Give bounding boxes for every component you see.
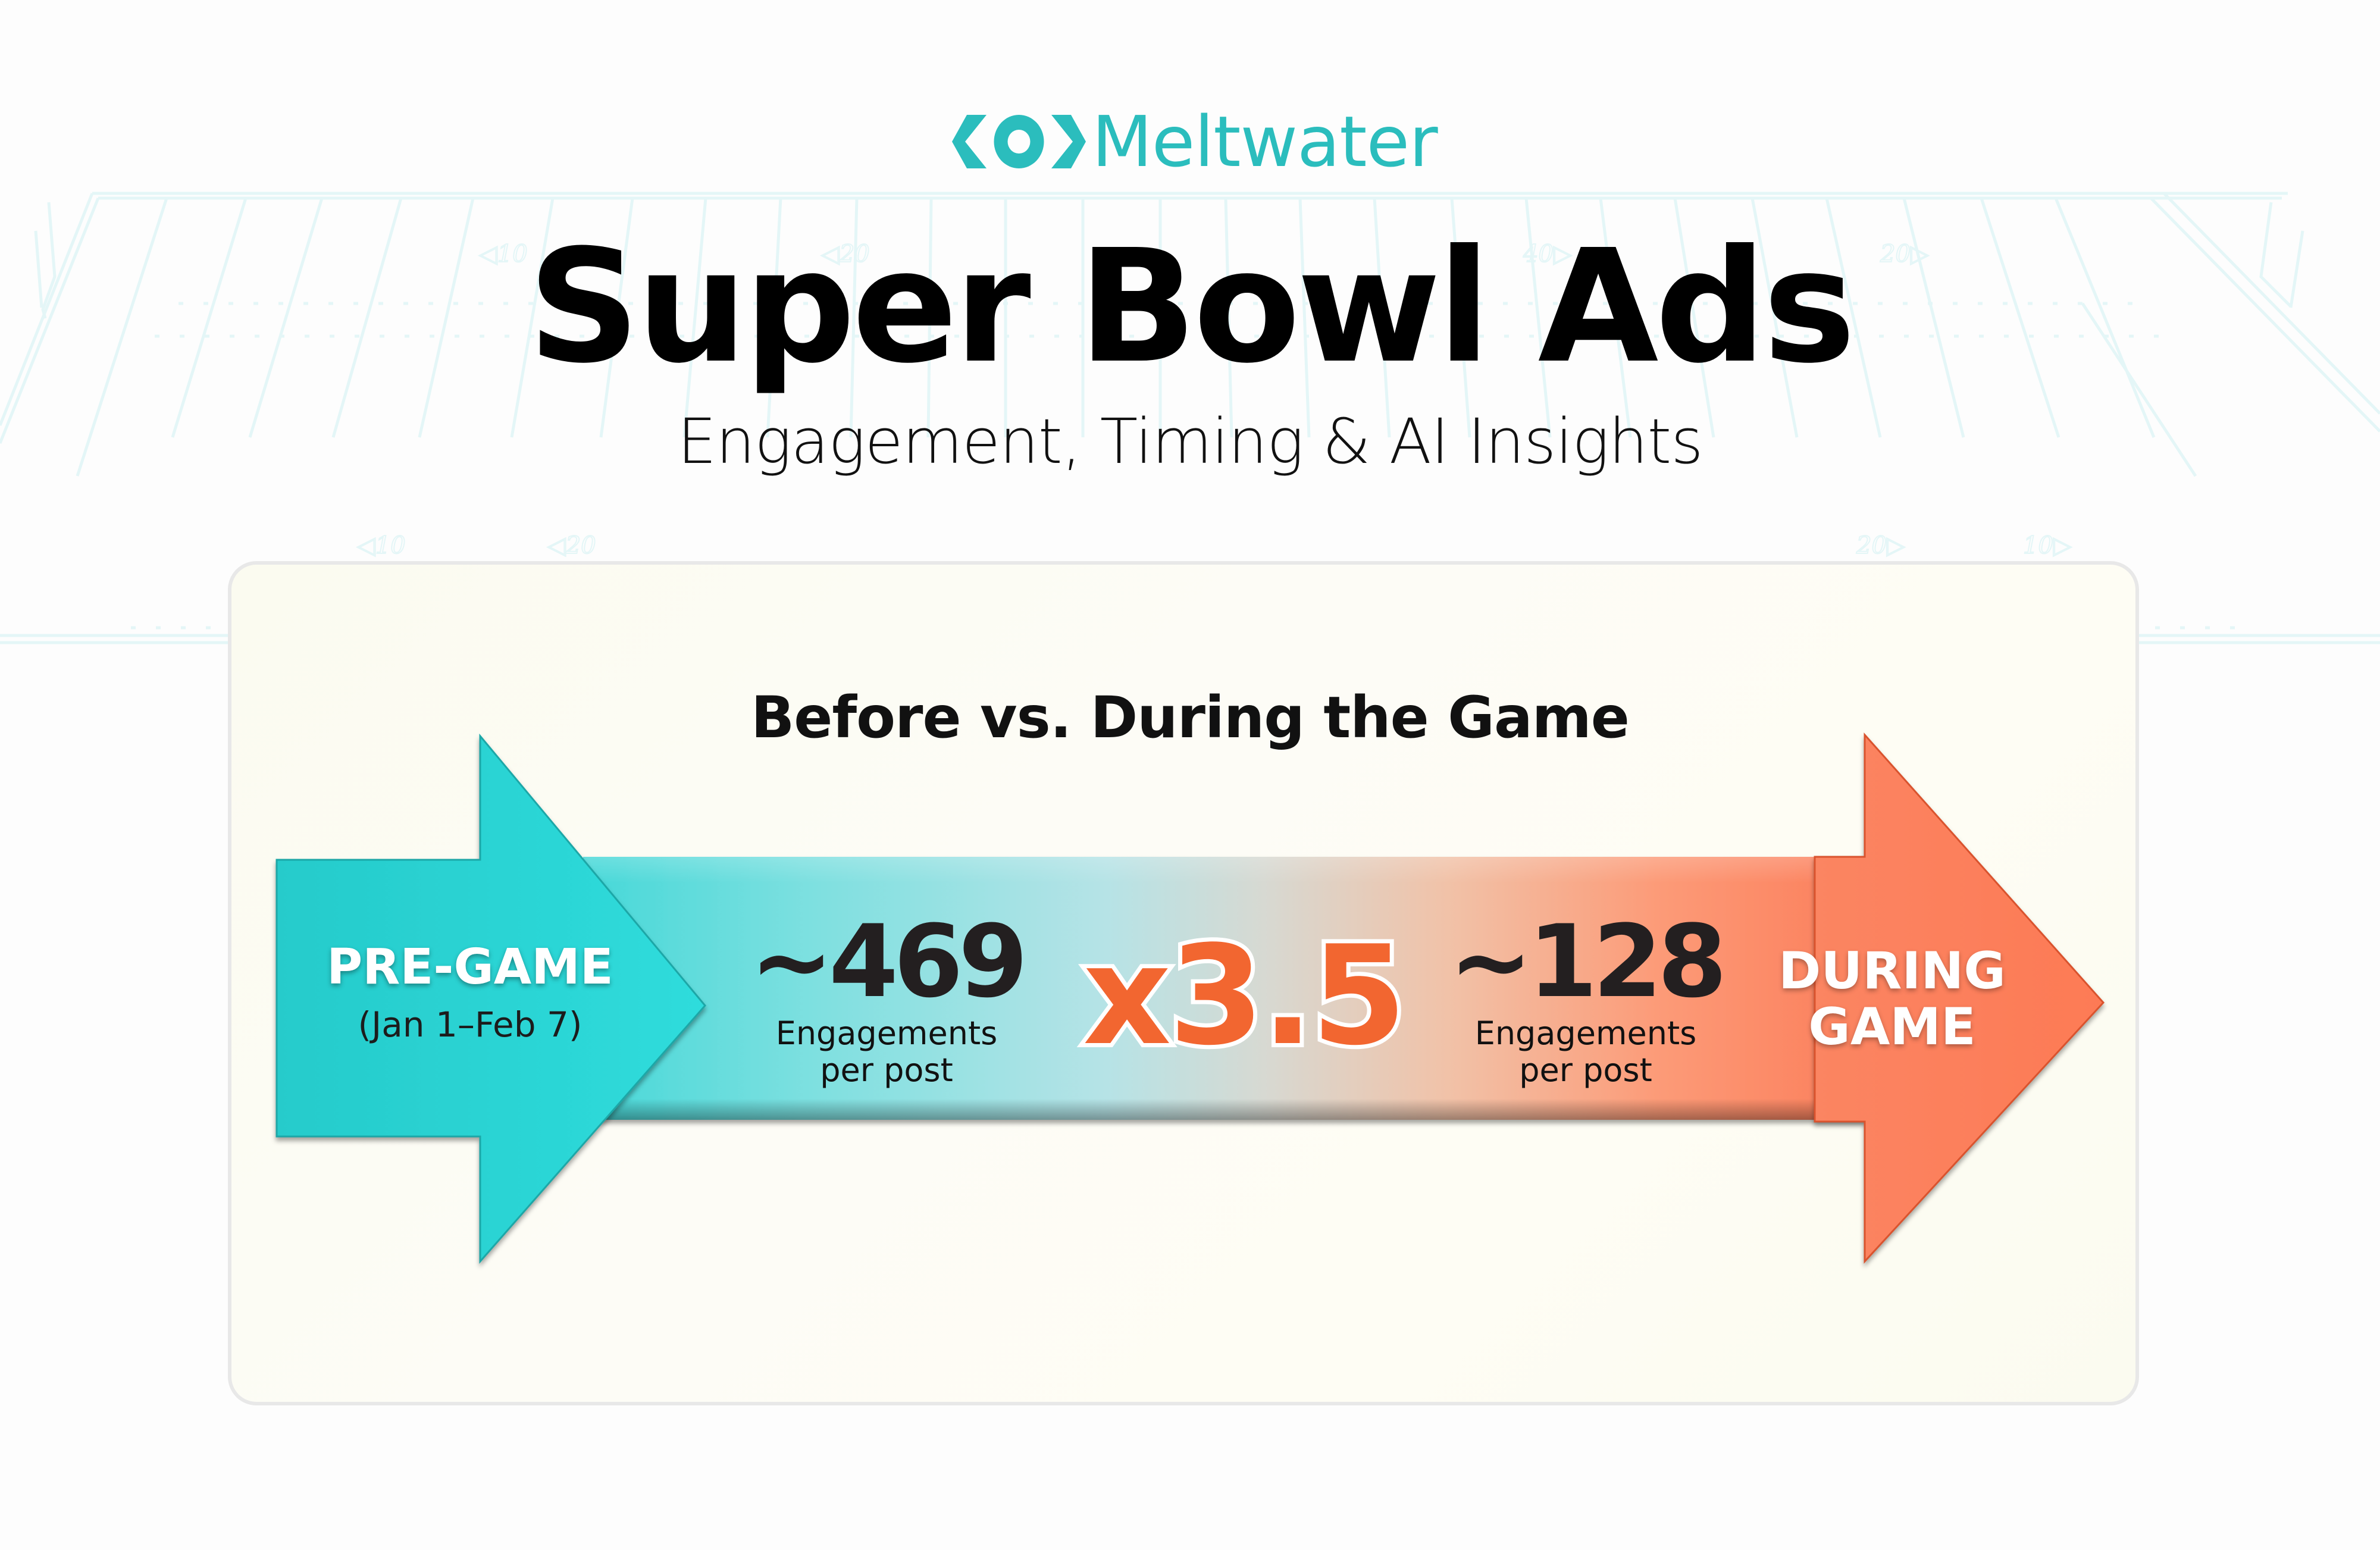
football-field-background: ◁10 ◁20 40▷ 20▷ ◁10 ◁20 20▷ 10▷: [0, 192, 2380, 644]
svg-text:◁10: ◁10: [479, 240, 528, 268]
svg-text:10▷: 10▷: [2023, 532, 2072, 559]
svg-text:40▷: 40▷: [1523, 240, 1572, 268]
svg-text:20▷: 20▷: [1856, 532, 1905, 559]
svg-text:◁20: ◁20: [821, 240, 870, 268]
pre-game-stat: ~469 Engagements per post: [732, 912, 1041, 1089]
svg-text:20▷: 20▷: [1880, 240, 1929, 268]
during-game-stat: ~128 Engagements per post: [1431, 912, 1740, 1089]
brand-name: Meltwater: [1092, 101, 1438, 183]
multiplier-badge: x3.5: [1079, 917, 1411, 1076]
during-game-label-line2: GAME: [1808, 997, 1976, 1057]
caption-line2: per post: [820, 1051, 953, 1089]
during-game-engagement-value: ~128: [1449, 903, 1727, 1020]
meltwater-logo: Meltwater: [952, 101, 1438, 183]
page-subtitle: Engagement, Timing & AI Insights: [677, 405, 1703, 478]
svg-text:◁10: ◁10: [357, 532, 406, 559]
eye-logo-icon: [952, 115, 1086, 168]
caption-line2: per post: [1519, 1051, 1652, 1089]
caption-line1: Engagements: [775, 1014, 998, 1052]
card-title: Before vs. During the Game: [751, 684, 1630, 751]
caption-line1: Engagements: [1474, 1014, 1697, 1052]
pre-game-engagement-caption: Engagements per post: [732, 1015, 1041, 1089]
pre-game-label: PRE-GAME: [327, 939, 613, 995]
svg-text:◁20: ◁20: [547, 532, 596, 559]
during-game-arrow: [1814, 732, 2105, 1264]
during-game-engagement-caption: Engagements per post: [1431, 1015, 1740, 1089]
during-game-label-line1: DURING: [1778, 941, 2006, 1001]
pre-game-dates: (Jan 1–Feb 7): [358, 1004, 583, 1045]
page-title: Super Bowl Ads: [528, 216, 1856, 397]
pre-game-arrow: [275, 733, 706, 1264]
during-game-label: DURING GAME: [1749, 943, 2035, 1055]
pre-game-engagement-value: ~469: [750, 903, 1028, 1020]
